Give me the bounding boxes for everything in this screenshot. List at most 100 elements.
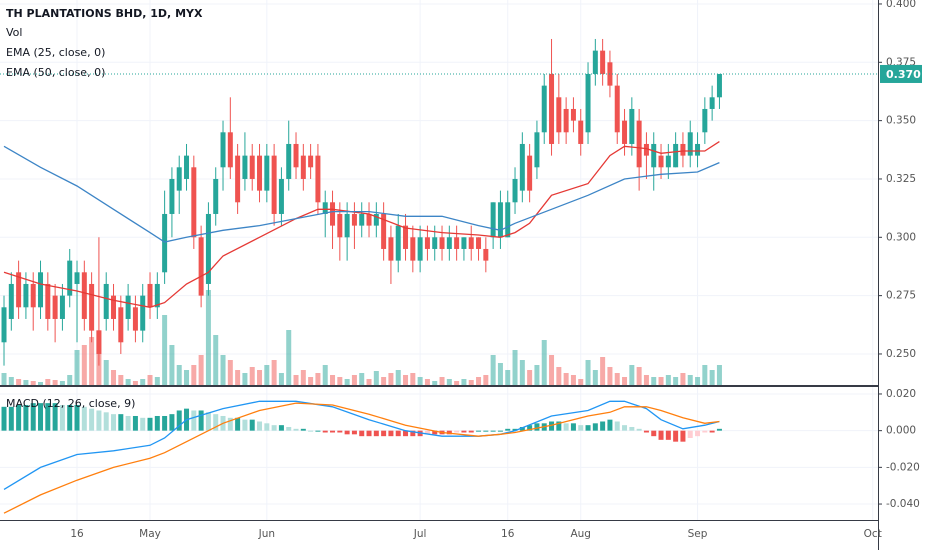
candle-body: [300, 155, 306, 179]
histogram-bar: [52, 403, 58, 431]
candle-body: [410, 237, 416, 261]
histogram-bar: [89, 408, 95, 431]
histogram-bar: [600, 421, 606, 431]
volume-bar: [512, 350, 518, 385]
histogram-bar: [227, 417, 233, 431]
histogram-bar: [578, 425, 584, 431]
histogram-bar: [716, 428, 722, 431]
candle-body: [373, 213, 379, 226]
volume-bar: [140, 379, 146, 385]
histogram-bar: [154, 415, 160, 431]
histogram-bar: [23, 404, 29, 431]
y-tick-label: 0.300: [886, 231, 916, 243]
histogram-bar: [278, 425, 284, 431]
last-price-box: [880, 64, 922, 83]
candle-body: [330, 202, 336, 226]
volume-bar: [103, 360, 109, 385]
histogram-bar: [519, 426, 525, 431]
candle-body: [132, 307, 138, 331]
histogram-bar: [556, 421, 562, 431]
histogram-bar: [132, 415, 138, 431]
candle-body: [622, 120, 628, 144]
volume-bar: [322, 365, 328, 385]
price-pane: [0, 38, 878, 366]
histogram-bar: [286, 426, 292, 431]
histogram-bar: [249, 419, 255, 431]
candle-body: [308, 155, 314, 168]
candle-body: [271, 155, 277, 214]
histogram-bar: [8, 406, 14, 431]
histogram-bar: [322, 430, 328, 433]
candle-body: [147, 283, 153, 308]
candle-body: [468, 237, 474, 249]
volume-bar: [23, 380, 29, 385]
candle-body: [184, 155, 190, 179]
histogram-bar: [293, 428, 299, 431]
candle-body: [213, 178, 219, 214]
volume-bar: [271, 360, 277, 385]
legend-macd: MACD (12, 26, close, 9): [6, 397, 135, 410]
histogram-bar: [505, 428, 511, 431]
volume-bar: [563, 373, 569, 385]
histogram-bar: [658, 430, 664, 440]
x-tick-label: Oct: [864, 528, 882, 540]
axes: 0.2500.2750.3000.3250.3500.3750.400-0.04…: [70, 0, 922, 540]
histogram-bar: [636, 428, 642, 431]
volume-bar: [293, 375, 299, 385]
candle-body: [8, 283, 14, 319]
candle-body: [680, 143, 686, 156]
candle-body: [176, 167, 182, 191]
histogram-bar: [344, 430, 350, 435]
candle-body: [235, 155, 241, 203]
volume-bar: [351, 375, 357, 385]
candle-body: [125, 295, 131, 319]
candle-body: [366, 213, 372, 226]
candle-body: [257, 155, 263, 191]
candle-body: [497, 202, 503, 238]
volume-bar: [636, 367, 642, 385]
histogram-bar: [169, 414, 175, 431]
volume-bar: [695, 377, 701, 385]
x-tick-label: Jul: [413, 528, 427, 540]
candle-body: [359, 213, 365, 226]
volume-bar: [497, 363, 503, 385]
volume-bar: [16, 379, 22, 385]
volume-bar: [220, 355, 226, 385]
candle-body: [432, 237, 438, 249]
candle-body: [16, 272, 22, 308]
candle-body: [154, 283, 160, 308]
volume-bar: [680, 373, 686, 385]
candle-body: [585, 73, 591, 133]
volume-bar: [191, 365, 197, 385]
volume-bar: [8, 377, 14, 385]
candle-body: [89, 283, 95, 331]
candle-body: [198, 237, 204, 296]
histogram-bar: [1, 406, 7, 431]
volume-bar: [388, 373, 394, 385]
candle-body: [454, 237, 460, 249]
histogram-bar: [198, 410, 204, 431]
y-tick-label: -0.020: [886, 461, 920, 473]
histogram-bar: [147, 417, 153, 431]
volume-bar: [366, 379, 372, 385]
candle-body: [103, 283, 109, 319]
candle-body: [59, 295, 65, 319]
histogram-bar: [454, 430, 460, 433]
candle-body: [205, 213, 211, 284]
histogram-bar: [271, 425, 277, 431]
volume-bar: [527, 370, 533, 385]
volume-bar: [162, 315, 168, 385]
candle-body: [476, 237, 482, 249]
volume-bar: [81, 345, 87, 385]
candle-body: [643, 143, 649, 156]
volume-bar: [52, 380, 58, 385]
volume-bar: [344, 379, 350, 385]
histogram-bar: [476, 430, 482, 432]
candle-body: [527, 155, 533, 191]
histogram-bar: [264, 423, 270, 431]
candle-body: [23, 283, 29, 308]
volume-bar: [315, 373, 321, 385]
y-tick-label: 0.400: [886, 0, 916, 10]
candle-body: [600, 50, 606, 74]
candle-body: [111, 295, 117, 319]
